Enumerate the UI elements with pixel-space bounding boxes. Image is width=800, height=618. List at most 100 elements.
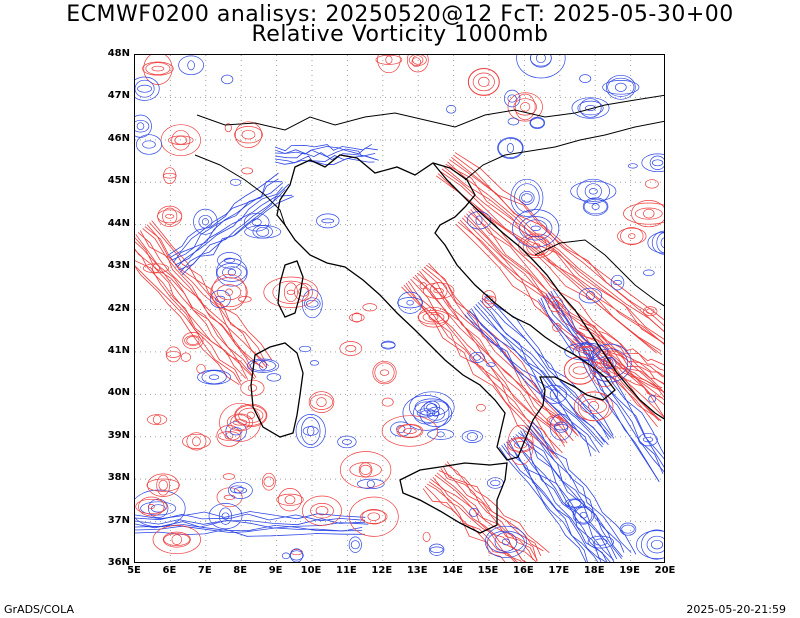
contour-ring	[234, 126, 263, 144]
contour-ring	[397, 291, 423, 314]
contour-ring	[642, 436, 654, 443]
contour-ring	[227, 268, 236, 277]
contour-ring	[283, 282, 298, 303]
lon-tick-label: 15E	[477, 565, 499, 576]
contour-line	[517, 432, 615, 562]
contour-ring	[574, 506, 593, 524]
contour-ring	[468, 68, 500, 96]
contour-ring	[165, 213, 175, 219]
contour-ring	[151, 65, 165, 72]
contour-ring	[619, 522, 637, 536]
contour-line	[452, 154, 664, 327]
contour-ring	[617, 227, 647, 245]
contour-ring	[209, 374, 220, 380]
lon-tick-label: 10E	[300, 565, 322, 576]
contour-ring	[607, 77, 635, 97]
contour-line	[470, 308, 603, 448]
contour-line	[443, 166, 664, 344]
border-north	[194, 154, 286, 226]
contour-line	[428, 262, 582, 434]
contour-ring	[646, 308, 655, 315]
contour-line	[459, 219, 660, 421]
contour-ring	[272, 280, 310, 304]
contour-line	[274, 152, 377, 161]
contour-ring	[429, 282, 448, 300]
contour-line	[466, 213, 664, 418]
contour-line	[135, 265, 240, 386]
contour-line	[466, 312, 600, 454]
contour-ring	[507, 92, 543, 122]
contour-ring	[402, 395, 450, 431]
contour-ring	[605, 74, 636, 100]
contour-line	[135, 249, 247, 379]
contour-line	[135, 234, 257, 378]
contour-ring	[208, 503, 243, 530]
contour-line	[135, 525, 363, 534]
contour-line	[441, 168, 664, 345]
contour-ring	[469, 507, 479, 517]
contour-line	[447, 161, 664, 340]
contour-ring	[572, 505, 595, 525]
contour-line	[527, 424, 625, 553]
contour-line	[181, 195, 294, 275]
contour-line	[468, 211, 664, 405]
contour-ring	[142, 61, 174, 76]
contour-ring	[572, 366, 588, 375]
contour-ring	[377, 55, 401, 74]
contour-ring	[631, 200, 664, 228]
contour-ring	[316, 397, 327, 407]
contour-line	[274, 146, 378, 155]
contour-ring	[514, 183, 540, 213]
contour-ring	[520, 102, 531, 112]
contour-line	[146, 224, 269, 367]
contour-ring	[348, 536, 362, 553]
contour-ring	[216, 263, 248, 282]
contour-ring	[522, 235, 551, 257]
contour-line	[472, 206, 664, 398]
contour-ring	[591, 203, 600, 210]
map-subtitle: Relative Vorticity 1000mb	[251, 22, 549, 47]
contour-line	[416, 272, 568, 444]
contour-ring	[634, 207, 663, 220]
contour-ring	[166, 350, 181, 358]
contour-line	[547, 292, 664, 468]
contour-line	[538, 299, 660, 482]
contour-ring	[646, 535, 664, 554]
contour-line	[580, 324, 664, 371]
contour-ring	[398, 424, 422, 438]
contour-ring	[135, 79, 155, 98]
contour-line	[274, 157, 375, 166]
contour-ring	[308, 391, 335, 413]
contour-line	[473, 306, 604, 445]
contour-ring	[623, 202, 664, 225]
contour-ring	[162, 531, 191, 548]
contour-ring	[385, 55, 393, 64]
contour-ring	[234, 121, 263, 148]
contour-ring	[197, 369, 232, 385]
contour-line	[446, 461, 550, 554]
contour-ring	[290, 548, 304, 562]
contour-ring	[568, 361, 592, 380]
contour-ring	[409, 391, 455, 424]
contour-line	[479, 299, 610, 440]
contour-ring	[420, 410, 432, 416]
lon-tick-label: 16E	[513, 565, 534, 576]
contour-ring	[359, 464, 372, 475]
contour-ring	[433, 288, 444, 294]
map-frame	[134, 54, 665, 563]
contour-ring	[321, 218, 335, 224]
contour-ring	[256, 226, 270, 237]
contour-ring	[186, 432, 207, 451]
lat-tick-label: 40N	[107, 387, 130, 399]
contour-ring	[136, 122, 145, 131]
contour-ring	[295, 414, 326, 448]
contour-ring	[361, 509, 386, 525]
border-alps	[196, 94, 664, 131]
contour-ring	[266, 373, 282, 382]
contour-line	[445, 163, 664, 344]
contour-ring	[530, 55, 552, 68]
contour-ring	[276, 493, 304, 506]
lon-tick-label: 20E	[654, 565, 676, 576]
lon-tick-label: 14E	[442, 565, 463, 576]
contour-ring	[603, 357, 617, 369]
